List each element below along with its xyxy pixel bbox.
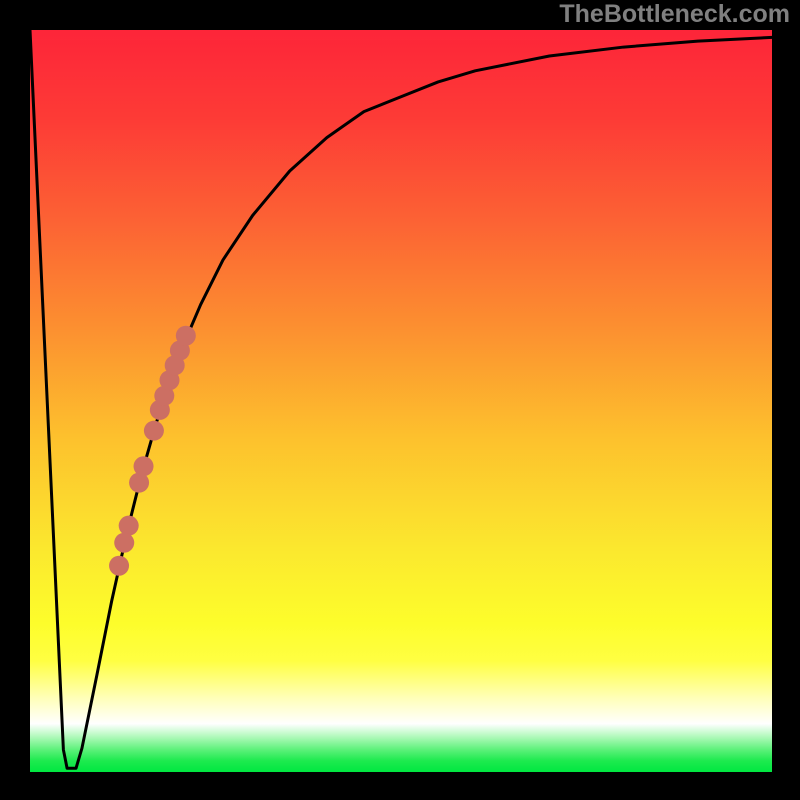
data-marker [109, 556, 129, 576]
data-marker [119, 516, 139, 536]
data-marker [176, 326, 196, 346]
plot-background [30, 30, 772, 772]
bottleneck-chart [0, 0, 800, 800]
data-marker [114, 533, 134, 553]
data-marker [144, 421, 164, 441]
data-marker [134, 456, 154, 476]
chart-stage: TheBottleneck.com [0, 0, 800, 800]
